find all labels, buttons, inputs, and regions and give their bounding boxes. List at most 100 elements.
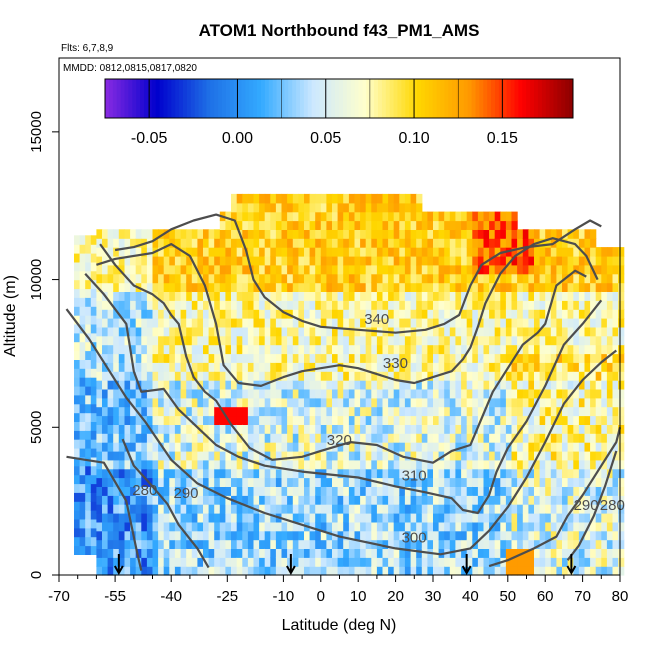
heatmap-cell: [578, 371, 586, 381]
heatmap-cell: [247, 557, 255, 567]
heatmap-cell: [404, 193, 412, 204]
heatmap-cell: [180, 557, 187, 567]
heatmap-cell: [618, 468, 625, 479]
heatmap-cell: [438, 371, 445, 381]
heatmap-cell: [472, 477, 479, 487]
heatmap-cell: [169, 380, 176, 390]
heatmap-cell: [247, 477, 255, 487]
heatmap-cell: [393, 442, 400, 452]
heatmap-cell: [449, 424, 456, 434]
heatmap-cell: [242, 477, 249, 487]
heatmap-cell: [595, 309, 602, 319]
heatmap-cell: [309, 309, 316, 319]
heatmap-cell: [399, 406, 406, 417]
heatmap-cell: [113, 406, 120, 417]
heatmap-cell: [578, 539, 586, 549]
heatmap-cell: [186, 521, 193, 532]
heatmap-cell: [158, 273, 165, 284]
heatmap-cell: [550, 424, 557, 434]
heatmap-cell: [281, 255, 288, 266]
heatmap-cell: [354, 450, 361, 461]
heatmap-cell: [163, 291, 170, 301]
colorbar-segment: [522, 79, 527, 118]
heatmap-cell: [556, 371, 563, 381]
heatmap-cell: [399, 291, 406, 301]
x-tick-label: 20: [387, 588, 404, 605]
heatmap-cell: [365, 557, 372, 567]
heatmap-cell: [606, 504, 614, 514]
heatmap-cell: [601, 273, 608, 284]
heatmap-cell: [348, 353, 356, 363]
heatmap-cell: [135, 238, 142, 248]
heatmap-cell: [118, 388, 125, 399]
heatmap-cell: [618, 282, 625, 292]
heatmap-cell: [107, 415, 114, 425]
heatmap-cell: [107, 291, 114, 301]
heatmap-cell: [483, 477, 490, 487]
heatmap-cell: [382, 504, 389, 514]
heatmap-cell: [141, 433, 148, 443]
heatmap-cell: [152, 530, 159, 541]
heatmap-cell: [174, 468, 182, 479]
heatmap-cell: [203, 255, 210, 266]
heatmap-cell: [264, 211, 271, 222]
heatmap-cell: [416, 264, 423, 275]
heatmap-cell: [461, 397, 468, 408]
heatmap-cell: [539, 380, 546, 390]
heatmap-cell: [203, 539, 210, 549]
colorbar-segment: [280, 79, 285, 118]
heatmap-cell: [360, 539, 367, 549]
heatmap-cell: [304, 300, 311, 310]
heatmap-cell: [365, 264, 372, 275]
heatmap-cell: [343, 371, 350, 381]
heatmap-cell: [225, 380, 232, 390]
heatmap-cell: [376, 282, 384, 292]
heatmap-cell: [113, 255, 120, 266]
heatmap-cell: [225, 353, 232, 363]
heatmap-cell: [163, 504, 170, 514]
heatmap-cell: [259, 229, 266, 239]
heatmap-cell: [343, 318, 350, 328]
heatmap-cell: [118, 566, 125, 576]
heatmap-cell: [191, 424, 198, 434]
heatmap-cell: [511, 530, 518, 541]
contour-label: 290: [174, 485, 199, 502]
heatmap-cell: [590, 468, 597, 479]
heatmap-cell: [203, 442, 210, 452]
heatmap-cell: [427, 220, 434, 230]
heatmap-cell: [337, 424, 344, 434]
heatmap-cell: [438, 566, 445, 576]
heatmap-cell: [309, 459, 316, 470]
heatmap-cell: [197, 291, 204, 301]
heatmap-cell: [107, 380, 114, 390]
heatmap-cell: [152, 424, 159, 434]
heatmap-cell: [208, 468, 215, 479]
heatmap-cell: [236, 424, 243, 434]
heatmap-cell: [247, 335, 255, 346]
heatmap-cell: [219, 450, 226, 461]
heatmap-cell: [298, 459, 305, 470]
heatmap-cell: [259, 557, 266, 567]
heatmap-cell: [477, 291, 485, 301]
heatmap-cell: [292, 291, 299, 301]
heatmap-cell: [550, 300, 557, 310]
heatmap-cell: [343, 548, 350, 558]
heatmap-cell: [74, 279, 81, 290]
heatmap-cell: [214, 229, 221, 239]
heatmap-cell: [534, 530, 541, 541]
colorbar-segment: [444, 79, 449, 118]
heatmap-cell: [522, 433, 529, 443]
heatmap-cell: [231, 300, 238, 310]
heatmap-cell: [146, 380, 154, 390]
heatmap-cell: [612, 264, 619, 275]
heatmap-cell: [489, 566, 496, 576]
heatmap-cell: [270, 406, 277, 417]
heatmap-cell: [433, 557, 440, 567]
heatmap-cell: [433, 468, 440, 479]
heatmap-cell: [489, 433, 496, 443]
heatmap-cell: [343, 300, 350, 310]
heatmap-cell: [505, 300, 513, 310]
heatmap-cell: [247, 459, 255, 470]
heatmap-cell: [556, 238, 563, 248]
heatmap-cell: [354, 300, 361, 310]
